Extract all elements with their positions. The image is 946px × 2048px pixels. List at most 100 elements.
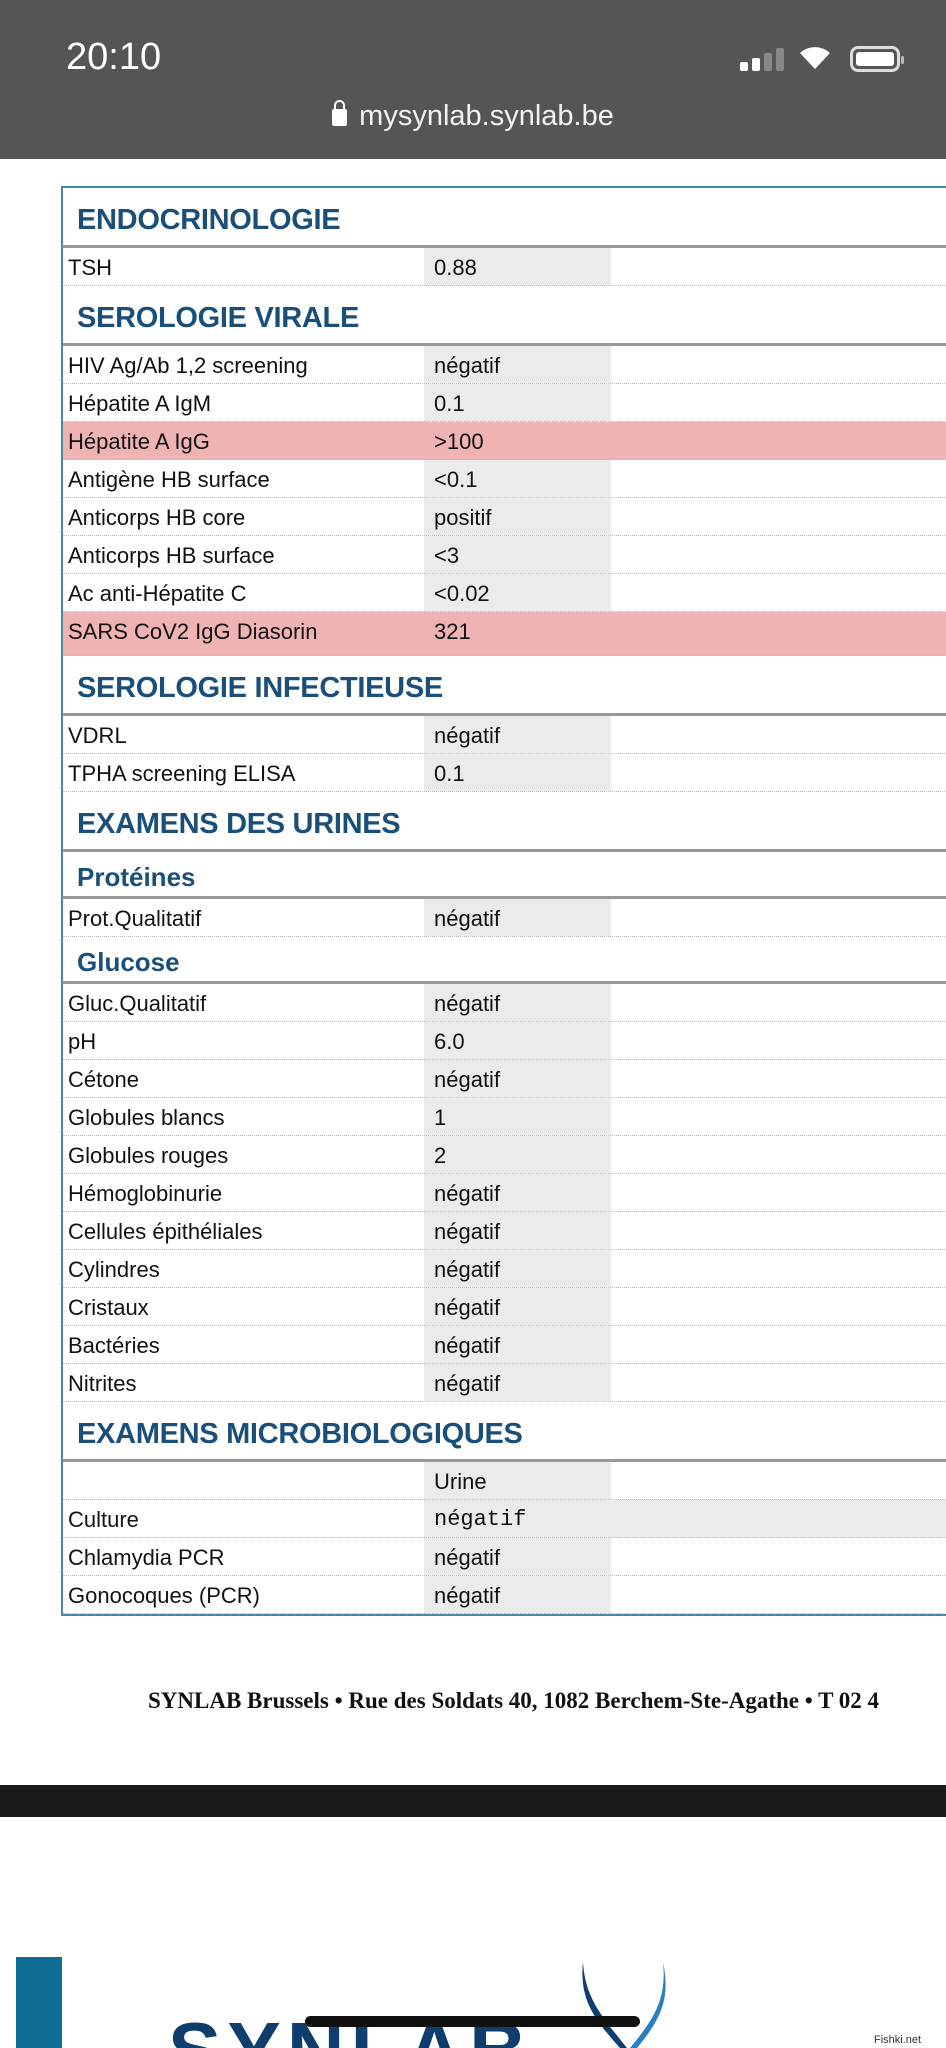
table-row: HIV Ag/Ab 1,2 screening négatif	[63, 346, 946, 384]
table-row: Anticorps HB core positif	[63, 498, 946, 536]
synlab-logo-mark-icon	[582, 1962, 666, 2048]
table-row: Cellules épithéliales négatif	[63, 1212, 946, 1250]
table-row: Cylindres négatif	[63, 1250, 946, 1288]
test-name: Cylindres	[68, 1257, 160, 1282]
subsection-heading: Glucose	[63, 937, 946, 984]
table-row: Hémoglobinurie négatif	[63, 1174, 946, 1212]
test-name: Gluc.Qualitatif	[68, 991, 207, 1016]
table-row: TSH 0.88	[63, 248, 946, 286]
test-value: 6.0	[424, 1022, 611, 1059]
test-name: Hépatite A IgM	[68, 391, 212, 416]
synlab-logo: SYNLAB	[168, 2005, 533, 2048]
test-name: Gonocoques (PCR)	[68, 1583, 260, 1608]
test-name: VDRL	[68, 723, 127, 748]
test-value: positif	[424, 498, 611, 535]
section-heading: SEROLOGIE VIRALE	[63, 286, 946, 346]
table-row: Cétone négatif	[63, 1060, 946, 1098]
table-row: pH 6.0	[63, 1022, 946, 1060]
test-value: 0.88	[424, 248, 611, 285]
test-value: <3	[424, 536, 611, 573]
test-value: Urine	[424, 1462, 611, 1499]
test-value: négatif	[424, 1174, 611, 1211]
test-name: Culture	[63, 1500, 424, 1537]
test-name: TSH	[68, 255, 112, 280]
cellular-signal-icon	[740, 48, 784, 71]
table-row: Gonocoques (PCR) négatif	[63, 1576, 946, 1614]
test-value: négatif	[424, 1212, 611, 1249]
results-table: ENDOCRINOLOGIE TSH 0.88 SEROLOGIE VIRALE HIV…	[61, 186, 946, 1616]
test-value: <0.02	[424, 574, 611, 611]
table-row: Hépatite A IgG >100	[63, 422, 946, 460]
table-row: Cristaux négatif	[63, 1288, 946, 1326]
table-row: SARS CoV2 IgG Diasorin 321	[63, 612, 946, 656]
test-name: Cristaux	[68, 1295, 149, 1320]
table-row: Ac anti-Hépatite C <0.02	[63, 574, 946, 612]
test-name: Globules blancs	[68, 1105, 225, 1130]
test-value: 1	[424, 1098, 611, 1135]
section-heading: ENDOCRINOLOGIE	[63, 188, 946, 248]
test-name: Hépatite A IgG	[68, 429, 210, 454]
url-text: mysynlab.synlab.be	[359, 100, 614, 132]
table-row: Urine	[63, 1462, 946, 1500]
test-name: SARS CoV2 IgG Diasorin	[68, 619, 318, 644]
watermark: Fishki.net	[874, 2034, 922, 2046]
test-value: 0.1	[424, 384, 611, 421]
test-value: négatif	[424, 899, 611, 936]
test-value: négatif	[424, 1250, 611, 1287]
test-name: Prot.Qualitatif	[68, 906, 202, 931]
test-name: Bactéries	[68, 1333, 160, 1358]
table-row: Globules rouges 2	[63, 1136, 946, 1174]
test-name: TPHA screening ELISA	[68, 761, 296, 786]
test-name: Cétone	[68, 1067, 139, 1092]
test-name: Anticorps HB core	[68, 505, 246, 530]
test-name: Anticorps HB surface	[68, 543, 275, 568]
test-value: négatif	[424, 1500, 611, 1537]
test-value: négatif	[424, 716, 611, 753]
table-row: Culture négatif	[63, 1500, 946, 1538]
table-row: Gluc.Qualitatif négatif	[63, 984, 946, 1022]
test-value: négatif	[424, 346, 611, 383]
test-name: Nitrites	[68, 1371, 137, 1396]
clock: 20:10	[66, 36, 162, 78]
table-row: Antigène HB surface <0.1	[63, 460, 946, 498]
address-bar[interactable]: mysynlab.synlab.be	[0, 100, 946, 133]
test-value: 2	[424, 1136, 611, 1173]
test-value: négatif	[424, 1538, 611, 1575]
home-indicator[interactable]	[305, 2016, 640, 2027]
table-row: TPHA screening ELISA 0.1	[63, 754, 946, 792]
section-heading: EXAMENS MICROBIOLOGIQUES	[63, 1402, 946, 1462]
table-row: Bactéries négatif	[63, 1326, 946, 1364]
page-separator	[0, 1785, 946, 1817]
test-value: négatif	[424, 1364, 611, 1401]
wifi-icon	[800, 47, 830, 69]
test-name: Antigène HB surface	[68, 467, 270, 492]
status-bar: 20:10 mysynlab.synlab.be	[0, 0, 946, 159]
battery-icon	[850, 46, 904, 72]
test-name: Chlamydia PCR	[68, 1545, 225, 1570]
section-heading: EXAMENS DES URINES	[63, 792, 946, 852]
test-value: négatif	[424, 1288, 611, 1325]
test-value: négatif	[424, 984, 611, 1021]
test-name: HIV Ag/Ab 1,2 screening	[68, 353, 308, 378]
table-row: Globules blancs 1	[63, 1098, 946, 1136]
test-name	[63, 1462, 424, 1499]
lock-icon	[332, 100, 348, 126]
table-row: Prot.Qualitatif négatif	[63, 899, 946, 937]
lab-address-footer: SYNLAB Brussels • Rue des Soldats 40, 10…	[148, 1688, 880, 1713]
section-heading: SEROLOGIE INFECTIEUSE	[63, 656, 946, 716]
table-row: Hépatite A IgM 0.1	[63, 384, 946, 422]
test-value: 0.1	[424, 754, 611, 791]
test-name: Cellules épithéliales	[68, 1219, 263, 1244]
table-row: Anticorps HB surface <3	[63, 536, 946, 574]
test-value: négatif	[424, 1326, 611, 1363]
test-value: négatif	[424, 1060, 611, 1097]
test-name: pH	[68, 1029, 97, 1054]
test-value: négatif	[424, 1576, 611, 1613]
table-row: Chlamydia PCR négatif	[63, 1538, 946, 1576]
test-value: <0.1	[424, 460, 611, 497]
test-name: Hémoglobinurie	[68, 1181, 223, 1206]
table-row: VDRL négatif	[63, 716, 946, 754]
test-value: 321	[424, 612, 611, 655]
logo-bar	[16, 1957, 62, 2048]
test-value: >100	[424, 422, 611, 459]
